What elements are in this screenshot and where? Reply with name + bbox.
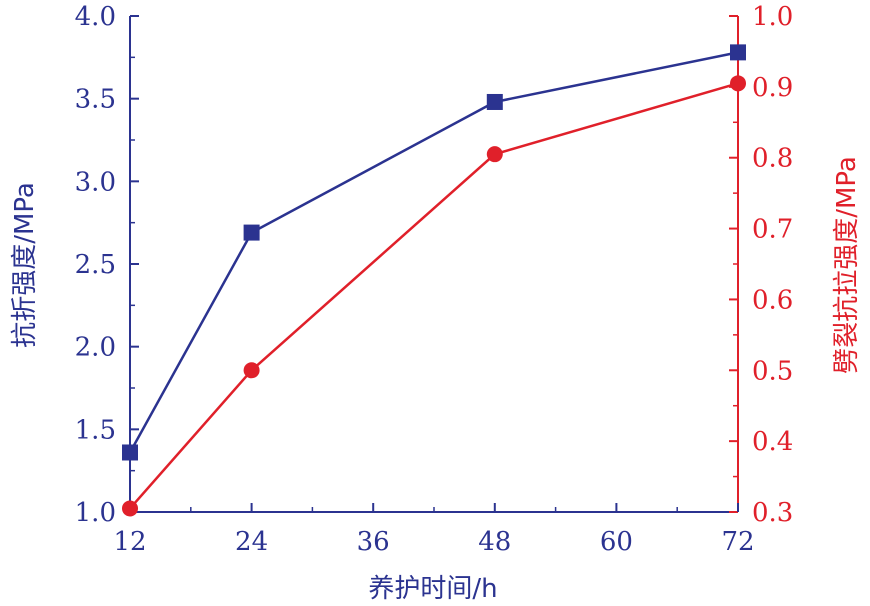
data-point-square — [486, 93, 503, 110]
y-left-tick-label: 1.5 — [75, 415, 116, 445]
y-axis-right-title: 劈裂抗拉强度/MPa — [832, 156, 862, 374]
x-tick-label: 48 — [478, 527, 511, 557]
y-right-tick-label: 0.7 — [752, 215, 793, 245]
data-point-square — [122, 444, 138, 461]
y-right-tick-label: 0.4 — [752, 427, 793, 457]
series-right — [122, 75, 746, 517]
y-left-tick-label: 3.5 — [75, 85, 116, 115]
data-point-circle — [243, 362, 260, 379]
y-left-tick-label: 3.0 — [75, 167, 116, 197]
data-point-circle — [486, 146, 503, 163]
series-left — [122, 44, 746, 461]
y-right-tick-label: 0.8 — [752, 144, 793, 174]
y-right-tick-label: 0.6 — [752, 285, 793, 315]
data-point-circle — [122, 500, 138, 517]
x-tick-label: 24 — [235, 527, 268, 557]
y-right-tick-label: 0.5 — [752, 356, 793, 386]
data-point-circle — [730, 75, 746, 92]
x-tick-label: 12 — [113, 527, 146, 557]
y-left-tick-label: 2.0 — [75, 333, 116, 363]
data-point-square — [243, 224, 260, 241]
y-right-tick-label: 1.0 — [752, 2, 793, 32]
y-right-tick-label: 0.3 — [752, 498, 793, 528]
series-line-left — [128, 51, 739, 454]
y-right-tick-label: 0.9 — [752, 73, 793, 103]
axes: 1.0 1.5 2.0 2.5 3.0 3.5 4.0 0.3 0.4 0.5 0.6 0.7 0.8 0… — [75, 2, 794, 557]
data-point-square — [730, 44, 746, 61]
series-layer — [122, 44, 746, 517]
y-left-tick-label: 4.0 — [75, 2, 116, 32]
y-axis-left-title: 抗折强度/MPa — [10, 182, 40, 348]
x-tick-label: 60 — [600, 527, 633, 557]
y-left-tick-label: 2.5 — [75, 250, 116, 280]
x-tick-label: 36 — [357, 527, 390, 557]
x-axis-title: 养护时间/h — [368, 574, 497, 604]
series-line-right — [129, 82, 739, 510]
x-tick-label: 72 — [721, 527, 754, 557]
y-left-tick-label: 1.0 — [75, 498, 116, 528]
